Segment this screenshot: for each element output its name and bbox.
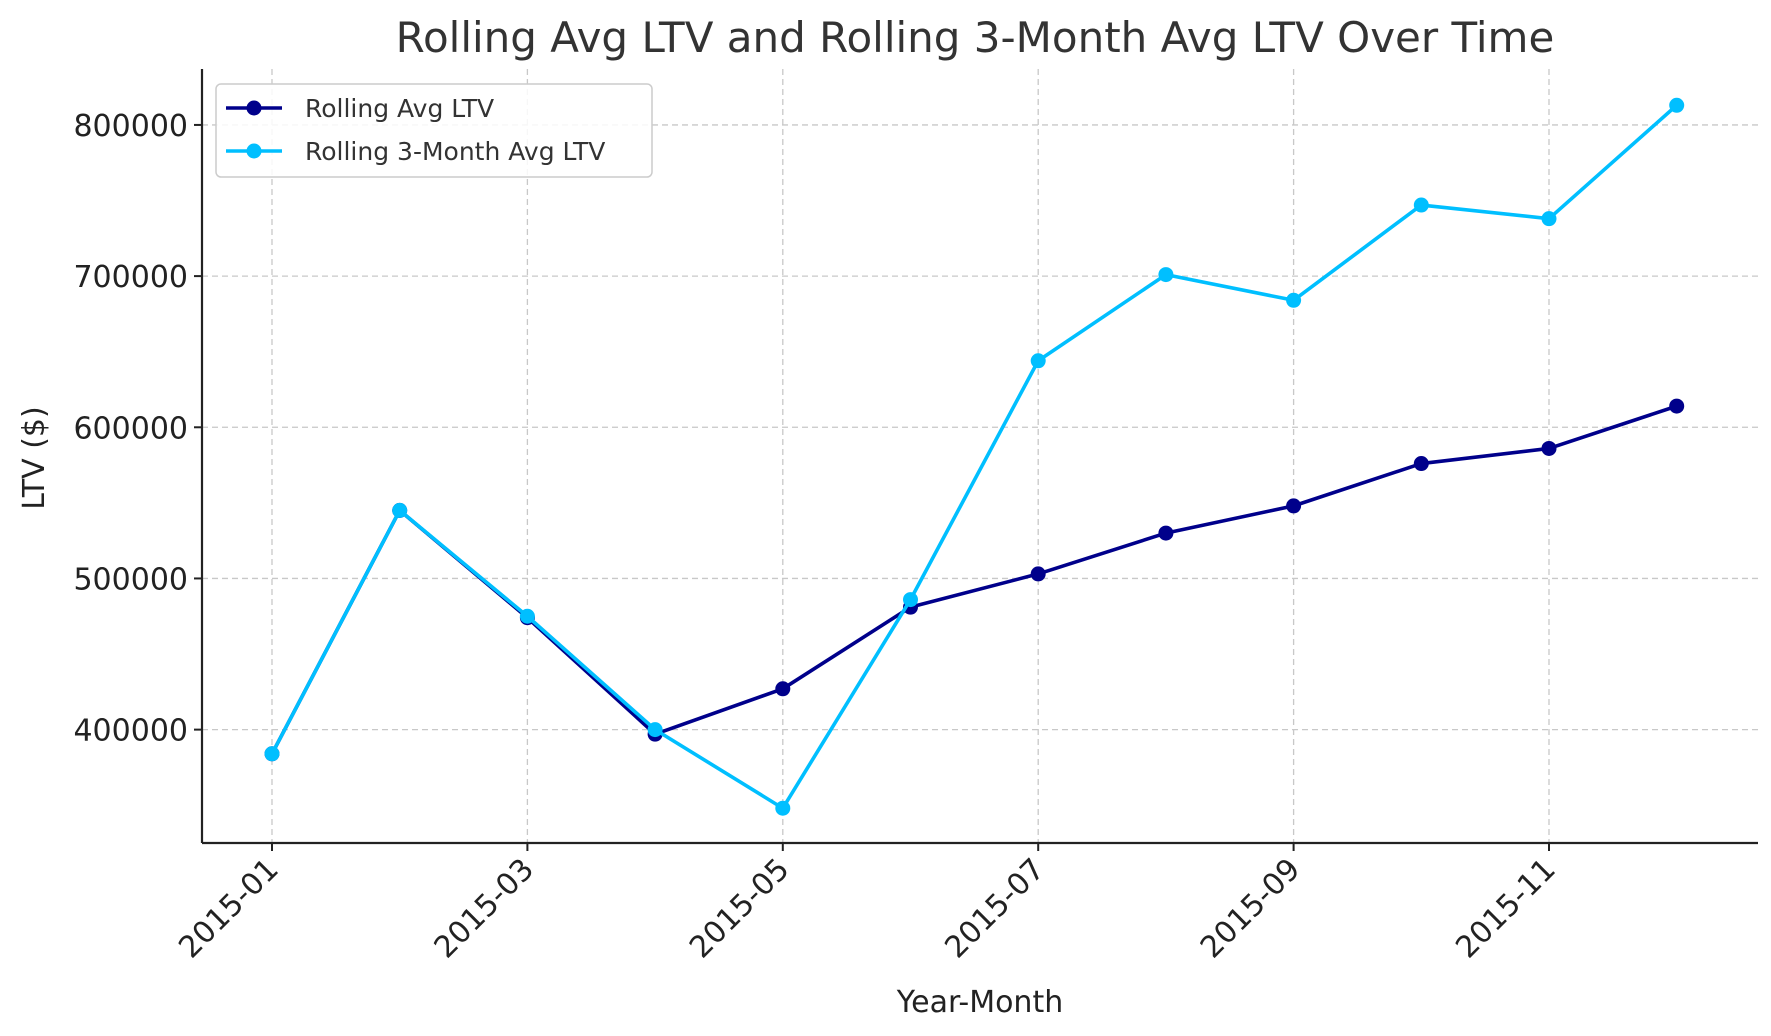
x-tick-label: 2015-11 (1449, 852, 1562, 965)
data-point (1030, 566, 1046, 582)
data-point (1413, 197, 1429, 213)
data-point (775, 681, 791, 697)
legend-label: Rolling 3-Month Avg LTV (305, 137, 605, 166)
data-point (392, 502, 408, 518)
legend-item: Rolling 3-Month Avg LTV (226, 137, 605, 166)
series-2 (264, 97, 1685, 816)
data-point (264, 746, 280, 762)
x-tick-label: 2015-05 (683, 852, 796, 965)
data-point (1669, 398, 1685, 414)
data-series (264, 97, 1685, 816)
legend: Rolling Avg LTV Rolling 3-Month Avg LTV (215, 83, 653, 178)
y-tick-label: 600000 (73, 411, 188, 446)
y-tick-label: 500000 (73, 562, 188, 597)
axes (200, 69, 1758, 845)
y-tick-label: 400000 (73, 714, 188, 749)
x-tick-label: 2015-01 (172, 852, 285, 965)
grid-lines (202, 69, 1758, 843)
legend-box (215, 83, 653, 178)
series-line (270, 103, 1678, 811)
data-point (903, 592, 918, 608)
y-tick-label: 700000 (73, 260, 188, 295)
y-tick-label: 800000 (73, 109, 188, 144)
y-axis-label: LTV ($) (17, 406, 52, 509)
x-tick-label: 2015-03 (428, 852, 541, 965)
x-tick-label: 2015-09 (1194, 852, 1307, 965)
data-point (1413, 456, 1429, 472)
data-point (1158, 267, 1174, 283)
legend-label: Rolling Avg LTV (305, 94, 494, 123)
data-point (1286, 292, 1302, 308)
data-point (775, 800, 791, 816)
series-1 (264, 398, 1685, 762)
data-point (1030, 353, 1046, 369)
x-tick-label: 2015-07 (938, 852, 1051, 965)
data-point (1541, 211, 1557, 227)
chart-title: Rolling Avg LTV and Rolling 3-Month Avg … (396, 13, 1555, 62)
data-point (1669, 97, 1685, 113)
data-point (1158, 525, 1174, 541)
data-point (647, 722, 663, 738)
tick-labels: 400000 500000 600000 700000 800000 2015-01 201… (73, 109, 1562, 965)
data-point (519, 608, 535, 624)
data-point (1286, 498, 1302, 514)
legend-marker (246, 100, 262, 116)
legend-marker (246, 143, 262, 159)
legend-item: Rolling Avg LTV (226, 94, 494, 123)
x-axis-label: Year-Month (896, 985, 1063, 1020)
data-point (1541, 440, 1557, 456)
